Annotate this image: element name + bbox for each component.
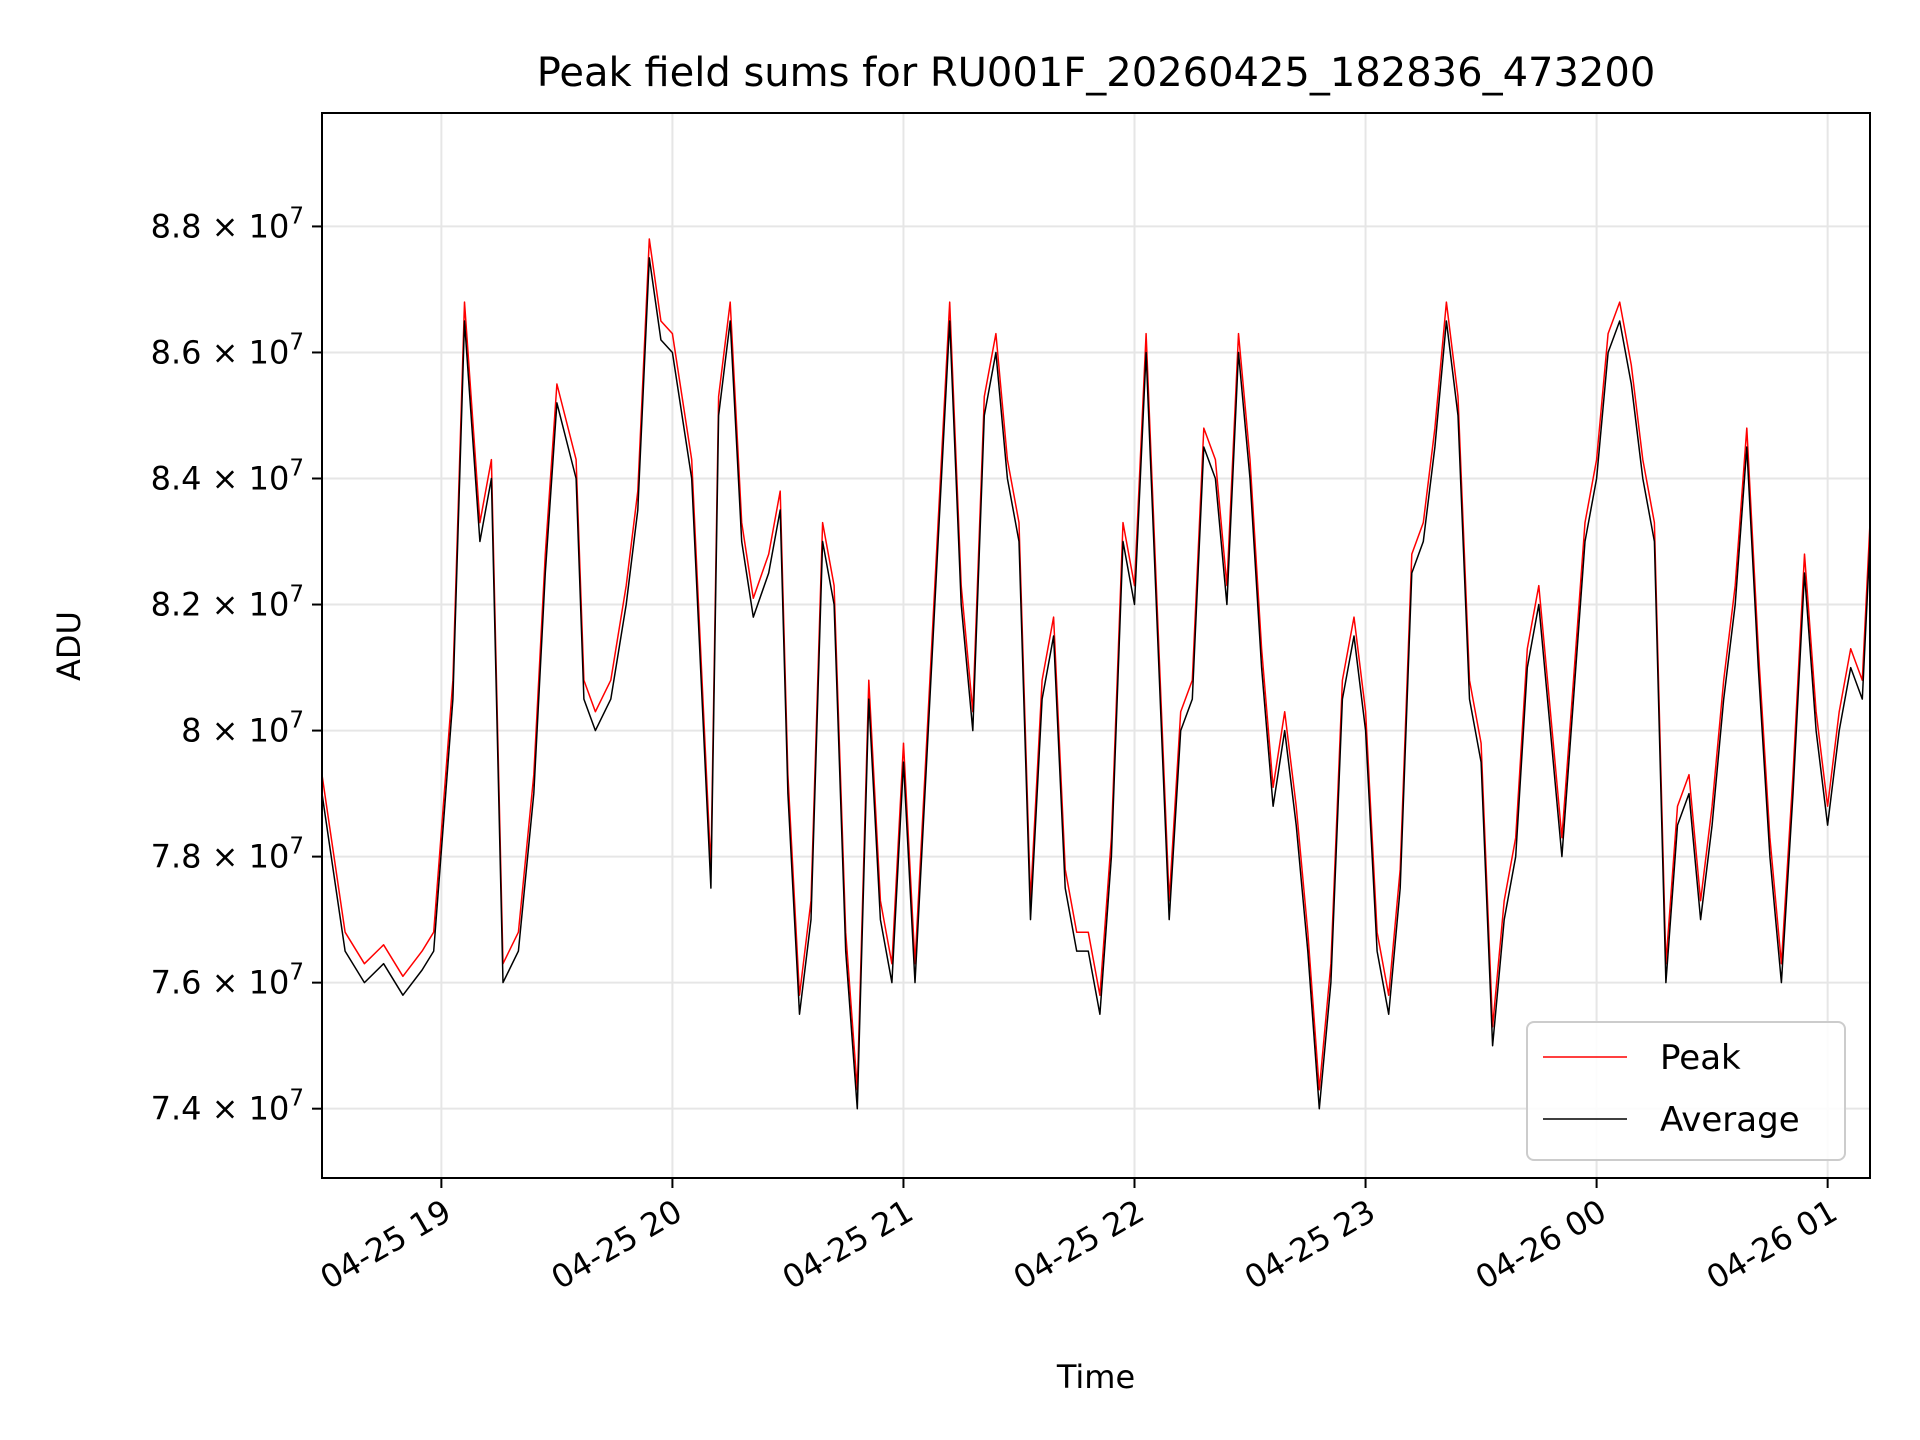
series-line-peak — [322, 238, 1870, 1091]
x-tick-label: 04-25 21 — [776, 1192, 920, 1297]
series-layer — [322, 238, 1870, 1110]
legend-label-average: Average — [1660, 1100, 1800, 1140]
x-axis-ticks: 04-25 19 04-25 20 04-25 21 04-25 22 04-25 23… — [314, 1178, 1844, 1297]
plot-frame — [321, 112, 1871, 1179]
legend: Peak Average — [1526, 1021, 1846, 1161]
y-tick-label: 8 × 107 — [181, 708, 304, 750]
x-axis-label: Time — [1056, 1358, 1135, 1396]
series-line-average — [322, 257, 1870, 1110]
x-tick-label: 04-25 22 — [1007, 1192, 1151, 1297]
y-axis-label: ADU — [50, 611, 88, 681]
y-tick-label: 8.6 × 107 — [151, 329, 304, 371]
x-tick-label: 04-26 00 — [1469, 1192, 1613, 1297]
y-tick-label: 7.6 × 107 — [151, 960, 304, 1002]
x-tick-label: 04-25 20 — [545, 1192, 689, 1297]
y-axis-ticks: 7.4 × 107 7.6 × 107 7.8 × 107 8 × 107 8.2 × … — [151, 203, 322, 1128]
y-tick-label: 8.4 × 107 — [151, 456, 304, 498]
x-tick-label: 04-25 23 — [1238, 1192, 1382, 1297]
y-tick-label: 8.8 × 107 — [151, 203, 304, 245]
x-tick-label: 04-25 19 — [314, 1192, 458, 1297]
x-tick-label: 04-26 01 — [1700, 1192, 1844, 1297]
legend-label-peak: Peak — [1660, 1038, 1741, 1078]
y-tick-label: 7.8 × 107 — [151, 834, 304, 876]
y-tick-label: 8.2 × 107 — [151, 582, 304, 624]
chart-title: Peak field sums for RU001F_20260425_1828… — [537, 50, 1656, 96]
grid-lines — [322, 113, 1870, 1178]
y-tick-label: 7.4 × 107 — [151, 1086, 304, 1128]
